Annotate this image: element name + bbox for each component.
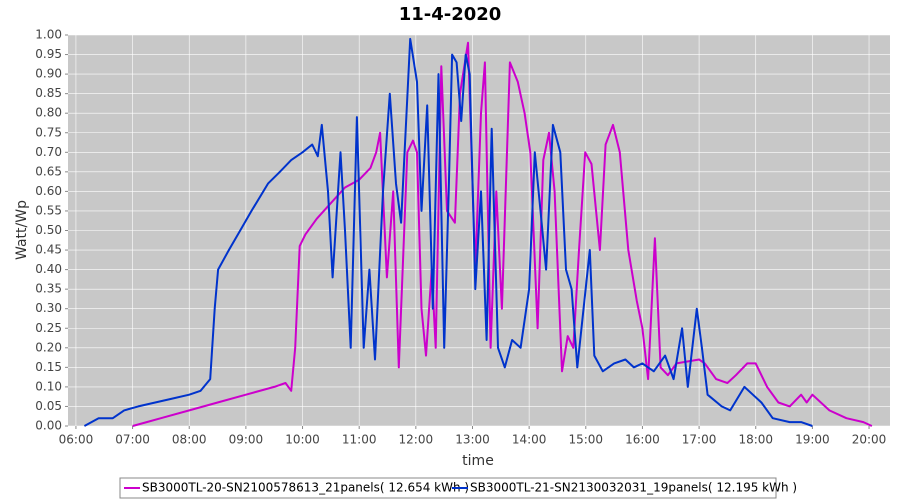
x-tick-label: 16:00 (625, 433, 660, 447)
y-tick-label: 0.30 (35, 301, 62, 315)
y-tick-label: 0.90 (35, 67, 62, 81)
x-tick-label: 12:00 (399, 433, 434, 447)
y-tick-label: 0.85 (35, 86, 62, 100)
x-tick-label: 15:00 (568, 433, 603, 447)
x-tick-label: 11:00 (342, 433, 377, 447)
y-tick-label: 0.05 (35, 399, 62, 413)
chart-title: 11-4-2020 (399, 4, 502, 25)
y-tick-label: 0.40 (35, 262, 62, 276)
y-tick-label: 1.00 (35, 28, 62, 42)
x-axis-label: time (462, 453, 494, 469)
y-tick-label: 0.35 (35, 282, 62, 296)
y-tick-label: 0.10 (35, 379, 62, 393)
y-tick-label: 0.60 (35, 184, 62, 198)
y-tick-label: 0.55 (35, 203, 62, 217)
x-tick-label: 19:00 (795, 433, 830, 447)
series-line (83, 37, 813, 427)
y-tick-label: 0.50 (35, 223, 62, 237)
y-tick-label: 0.20 (35, 340, 62, 354)
x-tick-label: 20:00 (852, 433, 887, 447)
y-axis-label: Watt/Wp (14, 200, 30, 260)
x-tick-label: 07:00 (115, 433, 150, 447)
y-tick-label: 0.95 (35, 47, 62, 61)
y-tick-label: 0.75 (35, 125, 62, 139)
x-tick-label: 09:00 (229, 433, 264, 447)
x-tick-label: 18:00 (738, 433, 773, 447)
legend-label: SB3000TL-21-SN2130032031_19panels( 12.19… (470, 481, 797, 495)
y-tick-label: 0.25 (35, 321, 62, 335)
y-tick-label: 0.80 (35, 106, 62, 120)
x-tick-label: 14:00 (512, 433, 547, 447)
y-tick-label: 0.70 (35, 145, 62, 159)
legend-label: SB3000TL-20-SN2100578613_21panels( 12.65… (142, 481, 469, 495)
legend (119, 477, 777, 499)
x-tick-label: 10:00 (285, 433, 320, 447)
x-tick-label: 08:00 (172, 433, 207, 447)
y-tick-label: 0.45 (35, 243, 62, 257)
y-tick-label: 0.00 (35, 419, 62, 433)
series-line (132, 41, 873, 427)
x-tick-label: 13:00 (455, 433, 490, 447)
y-tick-label: 0.65 (35, 164, 62, 178)
x-tick-label: 06:00 (59, 433, 94, 447)
x-tick-label: 17:00 (682, 433, 717, 447)
y-tick-label: 0.15 (35, 360, 62, 374)
